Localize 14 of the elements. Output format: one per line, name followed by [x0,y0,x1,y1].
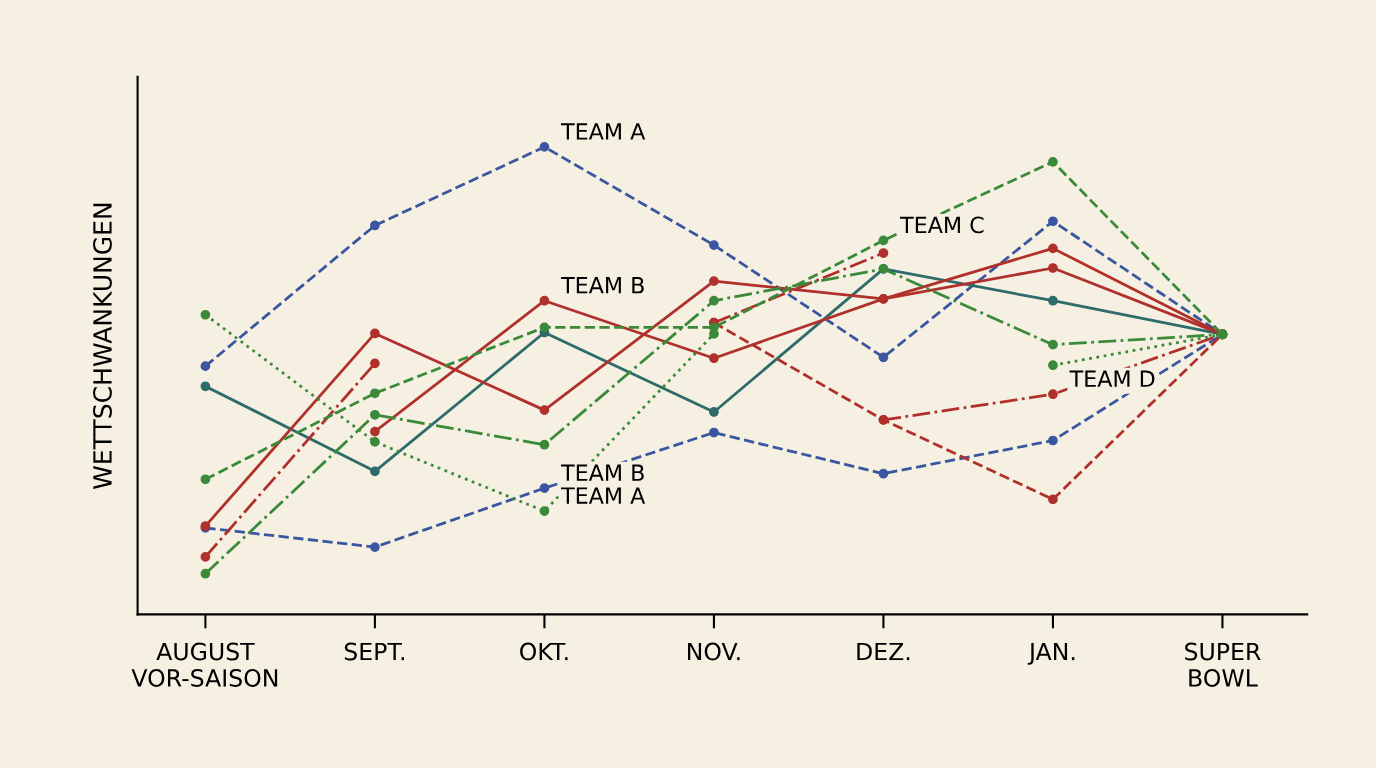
x-tick-label: OKT. [520,642,568,661]
annotation: TEAM A [561,123,646,140]
y-axis-title: WETTSCHWANKUNGEN [93,203,112,490]
annotation: TEAM B [561,277,644,294]
annotation: TEAM D [1069,370,1155,387]
x-tick-label: SEPT. [344,642,404,661]
x-tick-label: DEZ. [857,642,910,661]
x-tick-label: JAN. [1027,642,1075,665]
annotation: TEAM B [561,464,644,481]
annotation: TEAM A [561,487,646,504]
x-tick-label: AUGUST VOR-SAISON [131,642,278,687]
x-tick-label: NOV. [688,642,740,661]
x-tick-label: SUPER BOWL [1185,642,1261,687]
annotation: TEAM C [900,216,984,234]
